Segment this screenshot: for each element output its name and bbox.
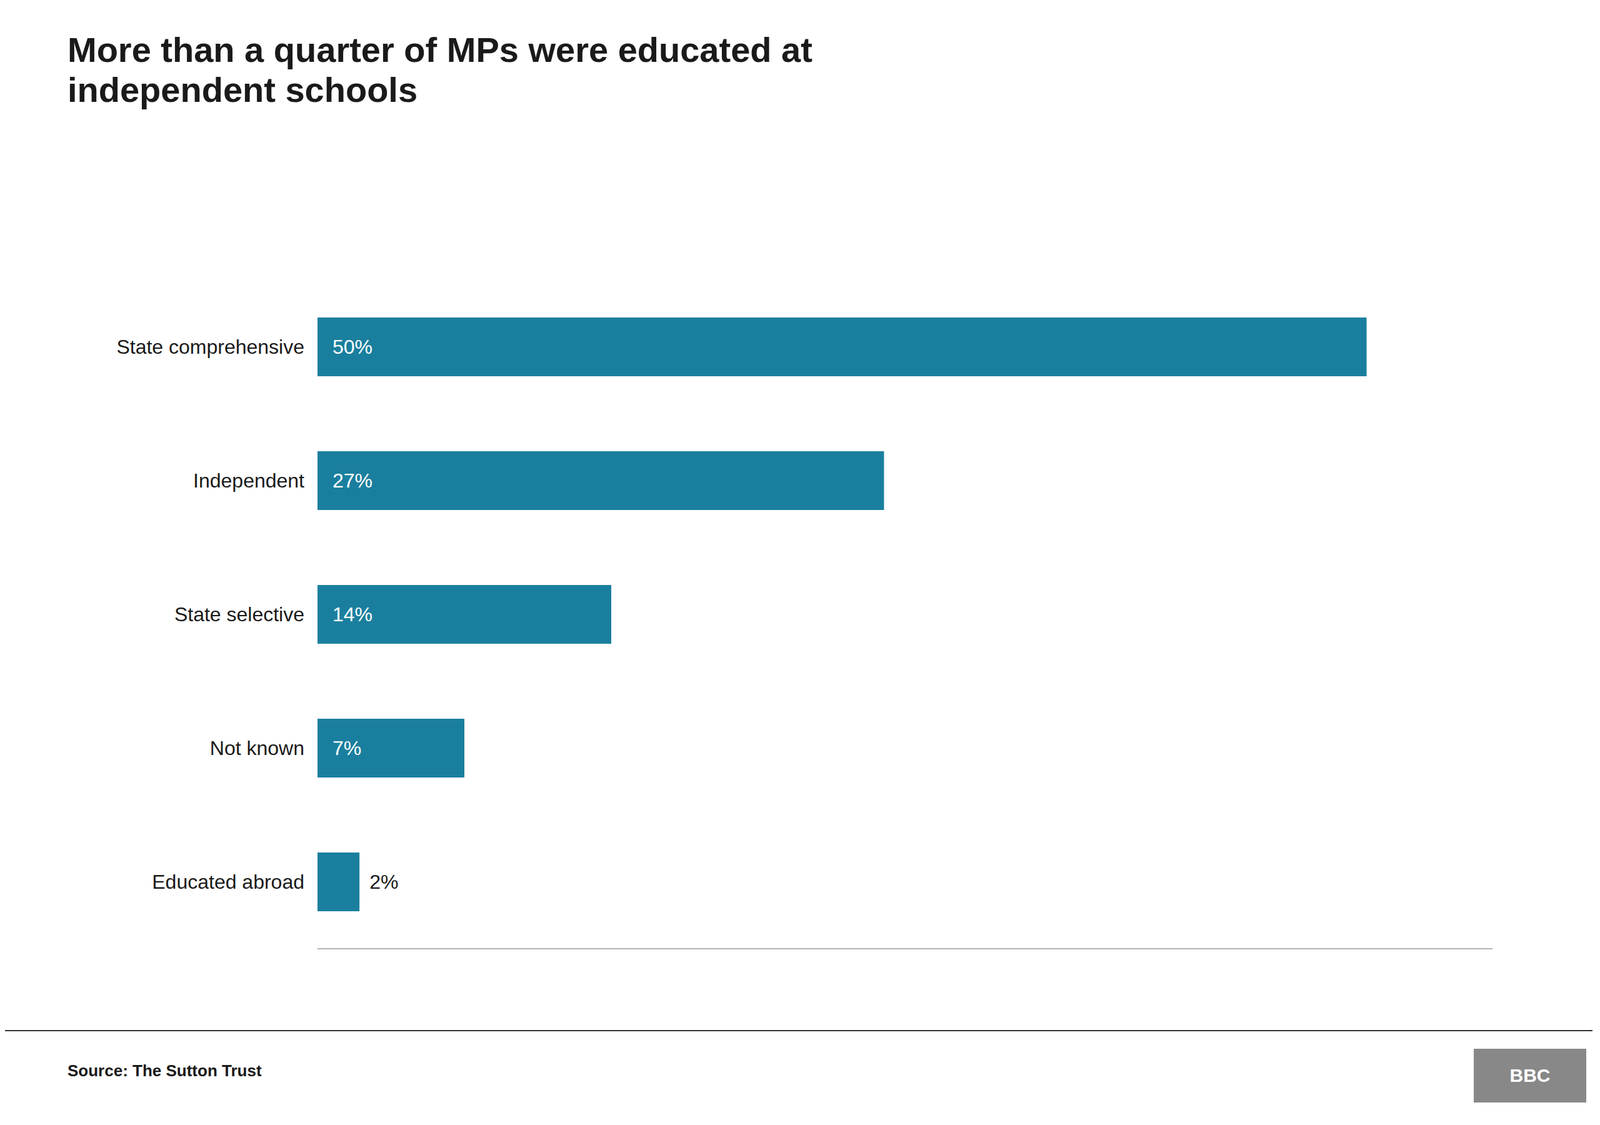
html-text:Source: The Sutton Trust: Source: The Sutton Trust (67, 1061, 262, 1080)
svg-text:Educated abroad: Educated abroad (151, 870, 305, 894)
svg-text:14%: 14% (332, 603, 373, 626)
html-text:More than a quarter of MPs wer: More than a quarter of MPs were educated… (67, 30, 813, 110)
svg-text:27%: 27% (332, 469, 373, 492)
svg-text:Not known: Not known (210, 736, 305, 760)
svg-text:2%: 2% (369, 870, 399, 894)
svg-text:State selective: State selective (174, 603, 305, 626)
svg-text:State comprehensive: State comprehensive (116, 335, 305, 359)
svg-text:50%: 50% (332, 335, 373, 359)
svg-text:7%: 7% (332, 736, 362, 760)
html-text:BBC: BBC (1509, 1065, 1551, 1086)
svg-text:Independent: Independent (193, 469, 305, 492)
